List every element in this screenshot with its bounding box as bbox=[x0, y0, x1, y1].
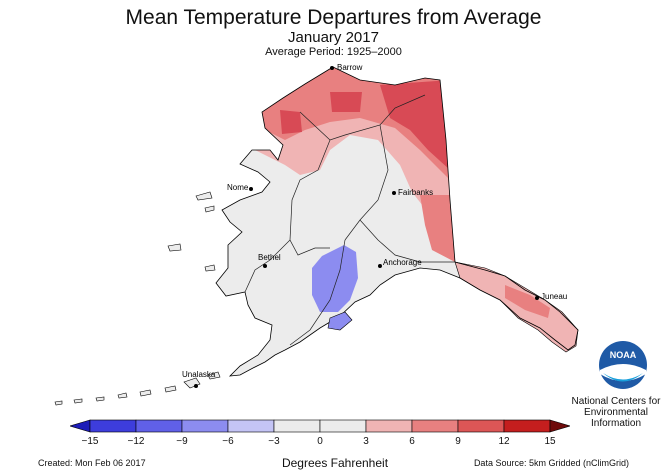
data-source: Data Source: 5km Gridded (nClimGrid) bbox=[473, 458, 629, 468]
ncei-line-2: Environmental bbox=[584, 407, 648, 418]
temperature-colorbar bbox=[70, 419, 570, 433]
map-title: Mean Temperature Departures from Average bbox=[125, 6, 542, 29]
climate-division-lines bbox=[244, 94, 455, 346]
colorbar-segment bbox=[503, 419, 551, 433]
colorbar-segment bbox=[89, 419, 137, 433]
fairbanks-label: Fairbanks bbox=[398, 188, 434, 197]
colorbar-tick-label: 6 bbox=[409, 436, 415, 447]
colorbar-segment bbox=[411, 419, 459, 433]
hot-anomaly-northeast bbox=[380, 80, 450, 170]
colorbar-segment bbox=[227, 419, 275, 433]
colorbar-tick-label: −3 bbox=[268, 436, 280, 447]
unalaska-label: Unalaska bbox=[182, 370, 216, 379]
panhandle-warm-core bbox=[505, 285, 550, 318]
hot-anomaly-northwest bbox=[280, 110, 302, 134]
nome-label: Nome bbox=[227, 183, 249, 192]
bethel-marker bbox=[263, 264, 267, 268]
colorbar-tick-label: −6 bbox=[222, 436, 234, 447]
legend-unit-label: Degrees Fahrenheit bbox=[281, 456, 389, 470]
map-subtitle: January 2017 bbox=[288, 29, 379, 46]
average-period: Average Period: 1925–2000 bbox=[265, 46, 402, 58]
bethel-label: Bethel bbox=[258, 253, 281, 262]
warm-anomaly-east bbox=[420, 195, 455, 262]
juneau-label: Juneau bbox=[541, 292, 568, 301]
colorbar-segment bbox=[135, 419, 183, 433]
bering-islands bbox=[167, 191, 216, 272]
colorbar-tick-label: 15 bbox=[544, 436, 556, 447]
colorbar-segment bbox=[365, 419, 413, 433]
colorbar-tick-label: −15 bbox=[81, 436, 99, 447]
colorbar-tick-label: 9 bbox=[455, 436, 461, 447]
colorbar-high-arrow bbox=[549, 419, 570, 433]
colorbar-tick-label: −9 bbox=[176, 436, 188, 447]
kodiak-island bbox=[327, 311, 353, 331]
southeast-panhandle bbox=[454, 261, 579, 353]
colorbar-low-arrow bbox=[70, 419, 91, 433]
noaa-logo-text: NOAA bbox=[610, 350, 637, 360]
noaa-logo: NOAA bbox=[599, 341, 647, 389]
nome-marker bbox=[249, 187, 253, 191]
fairbanks-marker bbox=[392, 191, 396, 195]
colorbar-segment bbox=[319, 419, 367, 433]
created-date: Created: Mon Feb 06 2017 bbox=[38, 458, 146, 468]
unalaska-marker bbox=[194, 384, 198, 388]
juneau-marker bbox=[535, 296, 539, 300]
hot-anomaly-central-north bbox=[330, 92, 362, 112]
colorbar-tick-label: 0 bbox=[317, 436, 323, 447]
colorbar-tick-label: 3 bbox=[363, 436, 369, 447]
ncei-line-1: National Centers for bbox=[571, 396, 661, 407]
colorbar-segment bbox=[181, 419, 229, 433]
anchorage-label: Anchorage bbox=[383, 258, 422, 267]
cold-anomaly-southwest bbox=[312, 245, 358, 312]
barrow-marker bbox=[330, 66, 334, 70]
ncei-line-3: Information bbox=[590, 418, 642, 429]
barrow-label: Barrow bbox=[337, 63, 363, 72]
colorbar-tick-label: −12 bbox=[127, 436, 145, 447]
colorbar-segment bbox=[457, 419, 505, 433]
colorbar-tick-label: 12 bbox=[498, 436, 510, 447]
anchorage-marker bbox=[378, 264, 382, 268]
colorbar-segment bbox=[273, 419, 321, 433]
ncei-branding: National Centers for Environmental Infor… bbox=[566, 396, 666, 429]
